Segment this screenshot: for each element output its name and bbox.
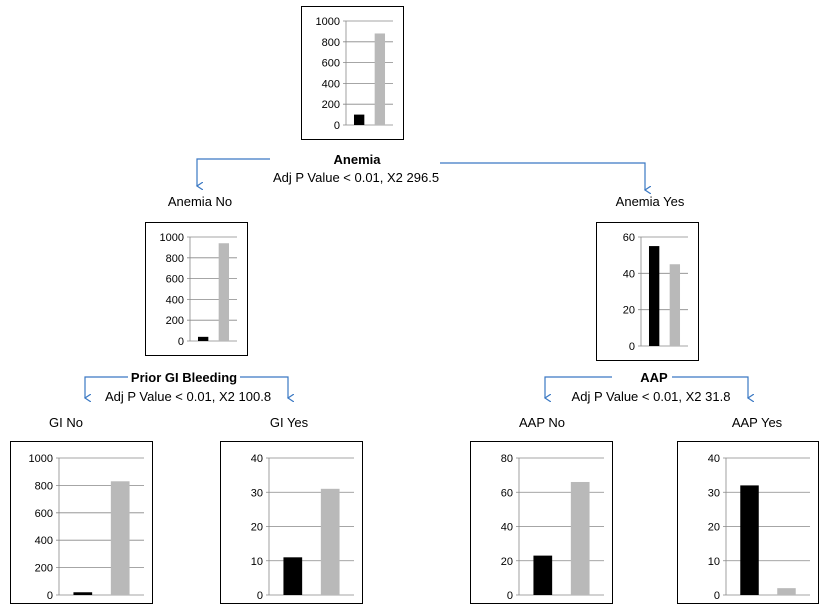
chart-box-anemia-no: 0 200 400 600 800 1000 (145, 222, 248, 356)
y-tick-label: 0 (334, 120, 340, 132)
y-tick-label: 10 (251, 556, 263, 568)
bar-dark (648, 246, 660, 346)
left-split-stats: Adj P Value < 0.01, X2 100.8 (104, 389, 272, 404)
chart-aap-no: 0 20 40 60 80 (501, 453, 604, 602)
aap-right-connector (672, 376, 748, 398)
y-tick-label: 200 (166, 315, 184, 327)
y-tick-label: 40 (708, 453, 720, 465)
y-tick-label: 0 (714, 590, 720, 602)
y-tick-label: 20 (251, 522, 263, 534)
root-split-stats: Adj P Value < 0.01, X2 296.5 (272, 170, 440, 185)
y-tick-label: 60 (623, 232, 635, 244)
bar-dark (73, 592, 93, 595)
bar-light (218, 243, 230, 341)
gi-left-connector (85, 376, 128, 398)
y-tick-label: 20 (708, 522, 720, 534)
root-right-connector (440, 162, 645, 190)
bar-light (110, 481, 130, 595)
y-tick-label: 1000 (316, 16, 340, 28)
gi-right-connector (240, 376, 288, 398)
y-tick-label: 800 (35, 480, 53, 492)
root-split-name: Anemia (333, 152, 381, 167)
aap-left-connector (545, 376, 612, 398)
bar-light (320, 488, 340, 595)
node-label-anemia-no: Anemia No (167, 194, 233, 209)
y-tick-label: 200 (35, 563, 53, 575)
bar-dark (740, 485, 759, 595)
bar-dark (533, 555, 553, 595)
y-tick-label: 400 (322, 78, 340, 90)
node-label-aap-yes: AAP Yes (731, 415, 783, 430)
y-tick-label: 200 (322, 99, 340, 111)
node-label-aap-no: AAP No (518, 415, 566, 430)
y-tick-label: 800 (166, 253, 184, 265)
bar-light (669, 264, 681, 346)
bar-dark (283, 557, 303, 595)
y-tick-label: 20 (623, 305, 635, 317)
y-tick-label: 800 (322, 37, 340, 49)
bar-light (777, 588, 796, 595)
y-tick-label: 1000 (160, 232, 184, 244)
chart-box-anemia-yes: 0 20 40 60 (596, 222, 699, 361)
bar-light (374, 33, 386, 126)
y-tick-label: 400 (35, 535, 53, 547)
y-tick-label: 1000 (29, 453, 53, 465)
chart-box-gi-no: 0 200 400 600 800 1000 (10, 441, 153, 604)
chart-box-aap-no: 0 20 40 60 80 (470, 441, 613, 604)
chart-gi-no: 0 200 400 600 800 1000 (29, 453, 144, 602)
y-tick-label: 600 (35, 508, 53, 520)
chart-box-aap-yes: 0 10 20 30 40 (677, 441, 819, 604)
y-tick-label: 40 (623, 268, 635, 280)
y-tick-label: 20 (501, 556, 513, 568)
root-left-connector (197, 158, 270, 186)
left-split-name: Prior GI Bleeding (130, 370, 238, 385)
y-tick-label: 80 (501, 453, 513, 465)
chart-box-gi-yes: 0 10 20 30 40 (220, 441, 363, 604)
y-tick-label: 40 (501, 522, 513, 534)
chart-gi-yes: 0 10 20 30 40 (251, 453, 354, 602)
right-split-name: AAP (640, 370, 668, 385)
chart-anemia-no: 0 200 400 600 800 1000 (160, 232, 237, 348)
y-tick-label: 10 (708, 556, 720, 568)
y-tick-label: 0 (47, 590, 53, 602)
chart-aap-yes: 0 10 20 30 40 (708, 453, 810, 602)
chart-anemia-yes: 0 20 40 60 (623, 232, 688, 353)
y-tick-label: 30 (708, 487, 720, 499)
y-tick-label: 30 (251, 487, 263, 499)
y-tick-label: 600 (166, 274, 184, 286)
node-label-anemia-yes: Anemia Yes (615, 194, 685, 209)
y-tick-label: 40 (251, 453, 263, 465)
chart-root: 0 200 400 600 800 1000 (316, 16, 393, 132)
y-tick-label: 60 (501, 487, 513, 499)
node-label-gi-no: GI No (49, 415, 83, 430)
y-tick-label: 0 (507, 590, 513, 602)
bar-light (570, 481, 590, 595)
y-tick-label: 0 (257, 590, 263, 602)
chart-box-root: 0 200 400 600 800 1000 (301, 6, 404, 140)
right-split-stats: Adj P Value < 0.01, X2 31.8 (571, 389, 731, 404)
bar-dark (197, 336, 209, 341)
node-label-gi-yes: GI Yes (269, 415, 309, 430)
y-tick-label: 400 (166, 294, 184, 306)
y-tick-label: 600 (322, 58, 340, 70)
bar-dark (353, 114, 365, 125)
y-tick-label: 0 (178, 336, 184, 348)
y-tick-label: 0 (629, 341, 635, 353)
